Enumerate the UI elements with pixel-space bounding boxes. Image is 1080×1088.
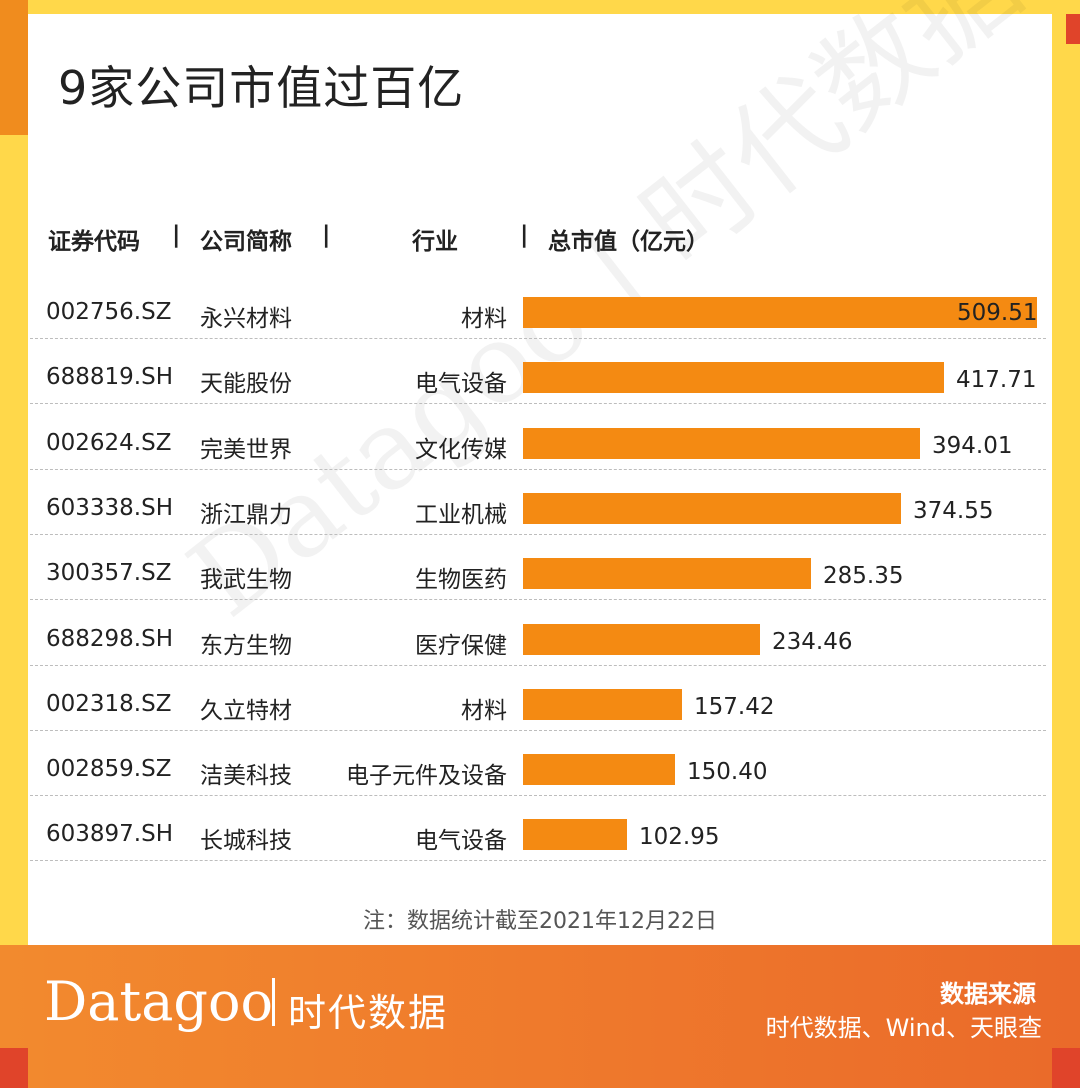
page-title: 9家公司市值过百亿: [58, 61, 465, 115]
frame-right-border: [1052, 0, 1080, 945]
data-label: 234.46: [772, 628, 853, 655]
bar: [523, 623, 760, 655]
data-label: 509.51: [957, 300, 1038, 326]
security-code: 002624.SZ: [46, 429, 172, 456]
footer-right-accent: [1052, 1048, 1080, 1088]
industry-label: 医疗保健: [415, 632, 507, 659]
header-separator: |: [520, 222, 529, 248]
data-label: 150.40: [687, 759, 768, 786]
company-name: 完美世界: [200, 436, 292, 463]
logo: Datagoo: [44, 970, 273, 1033]
row-divider: [30, 403, 1046, 405]
security-code: 603338.SH: [46, 494, 174, 521]
footer: [0, 945, 1080, 1088]
row-divider: [30, 338, 1046, 339]
row-divider: [30, 795, 1046, 797]
data-label: 285.35: [823, 563, 904, 590]
company-name: 长城科技: [200, 828, 292, 855]
security-code: 002756.SZ: [46, 299, 172, 325]
security-code: 688298.SH: [46, 625, 174, 652]
header-code: 证券代码: [48, 229, 140, 255]
company-name: 我武生物: [200, 567, 292, 594]
header-separator: |: [322, 222, 331, 248]
security-code: 688819.SH: [46, 364, 174, 391]
frame-left-accent: [0, 0, 28, 135]
security-code: 300357.SZ: [46, 560, 172, 587]
industry-label: 生物医药: [415, 567, 507, 594]
source-label: 数据来源: [940, 980, 1036, 1008]
security-code: 002859.SZ: [46, 756, 172, 783]
frame-right-accent: [1066, 14, 1080, 44]
industry-label: 材料: [461, 697, 507, 724]
company-name: 浙江鼎力: [200, 501, 292, 528]
row-divider: [30, 468, 1046, 470]
data-label: 157.42: [694, 693, 775, 720]
industry-label: 电子元件及设备: [346, 763, 507, 790]
data-label: 394.01: [932, 432, 1013, 459]
row-divider: [30, 533, 1046, 535]
header-separator: |: [172, 222, 181, 248]
industry-label: 工业机械: [415, 501, 507, 528]
company-name: 天能股份: [200, 371, 292, 398]
industry-label: 文化传媒: [415, 436, 507, 463]
company-name: 久立特材: [200, 697, 292, 724]
bar: [523, 427, 920, 459]
row-divider: [30, 664, 1046, 666]
bar: [523, 558, 811, 590]
header-industry: 行业: [412, 229, 458, 255]
frame-top-border: [0, 0, 1080, 14]
data-label: 417.71: [956, 367, 1037, 394]
bar: [523, 297, 1037, 328]
row-divider: [30, 599, 1046, 601]
logo-cn: 时代数据: [288, 991, 449, 1035]
frame-left-border: [0, 135, 28, 945]
data-label: 102.95: [639, 824, 720, 851]
source-text: 时代数据、Wind、天眼查: [765, 1014, 1042, 1042]
company-name: 洁美科技: [200, 763, 292, 790]
security-code: 603897.SH: [46, 821, 174, 848]
bar: [523, 688, 682, 720]
row-divider: [30, 860, 1046, 862]
bar: [523, 754, 675, 786]
security-code: 002318.SZ: [46, 690, 172, 717]
company-name: 永兴材料: [200, 306, 292, 332]
header-value: 总市值（亿元）: [548, 229, 709, 255]
bar: [523, 362, 944, 394]
header-name: 公司简称: [200, 229, 292, 255]
footnote: 注：数据统计截至2021年12月22日: [363, 909, 717, 934]
data-label: 374.55: [913, 497, 994, 524]
bar: [523, 819, 627, 851]
card: [28, 14, 1052, 945]
industry-label: 电气设备: [415, 828, 507, 855]
footer-left-accent: [0, 1048, 28, 1088]
logo-divider: [272, 978, 275, 1026]
industry-label: 材料: [461, 306, 507, 332]
row-divider: [30, 729, 1046, 731]
industry-label: 电气设备: [415, 371, 507, 398]
company-name: 东方生物: [200, 632, 292, 659]
bar: [523, 492, 901, 524]
